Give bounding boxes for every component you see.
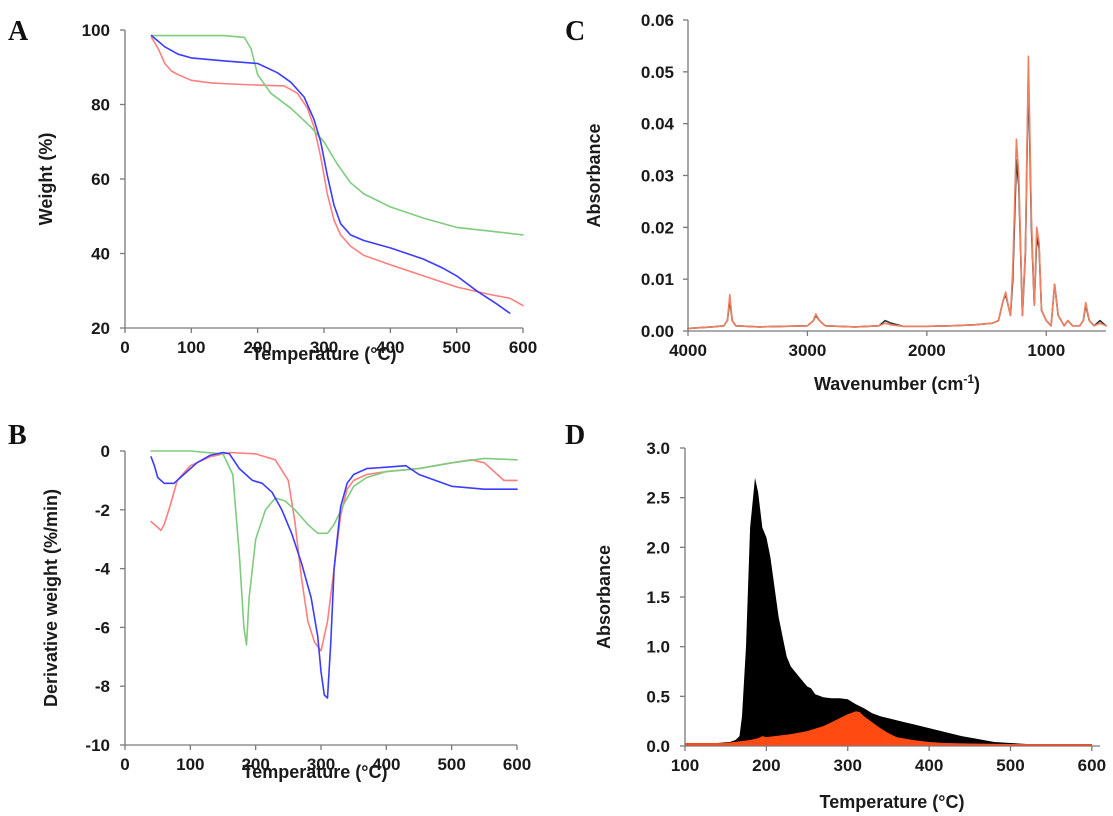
panel-a-x-tick-label: 600 [509, 338, 537, 357]
panel-a-x-tick-label: 0 [120, 338, 129, 357]
panel-c-y-axis-label: Absorbance [584, 123, 604, 227]
panel-a-line-series-1 [150, 36, 524, 307]
panel-a-y-tick-label: 60 [91, 170, 110, 189]
panel-b-x-axis-label: Temperature (°C) [243, 762, 388, 782]
panel-c-line-series-2 [687, 55, 1107, 330]
panel-d-y-tick-label: 3.0 [646, 439, 670, 458]
panel-a-letter: A [8, 16, 29, 47]
panel-b-x-tick-label: 600 [503, 755, 531, 774]
panel-b-line-series-3 [150, 451, 518, 699]
panel-d-y-tick-label: 2.5 [646, 489, 670, 508]
panel-b-y-tick-label: -8 [95, 677, 110, 696]
panel-d-x-tick-label: 100 [671, 756, 699, 775]
panel-c-plot: 4000 3000 2000 1000 0.00 0.01 0.02 0.03 0.04 0.05… [584, 11, 1107, 394]
panel-b-x-tick-label: 300 [307, 755, 335, 774]
panel-c-line-series-1 [687, 71, 1107, 330]
panel-c-y-tick-label: 0.01 [641, 270, 674, 289]
panel-d-y-tick-label: 2.0 [646, 538, 670, 557]
panel-b-line-series-2 [150, 450, 518, 646]
panel-a-y-tick-label: 40 [91, 245, 110, 264]
panel-b-plot: 0 100 200 300 400 500 600 0 -2 -4 -6 -8 -10 Temperatu… [41, 442, 531, 782]
panel-c-x-tick-label: 1000 [1027, 341, 1065, 360]
panel-b-y-tick-label: -10 [85, 736, 110, 755]
panel-d-x-axis-label: Temperature (°C) [820, 792, 965, 812]
panel-b-y-axis-label: Derivative weight (%/min) [41, 489, 61, 707]
panel-c-x-tick-label: 4000 [669, 341, 707, 360]
panel-a-y-tick-label: 100 [82, 21, 110, 40]
panel-c: C 4000 3000 2000 1000 0.00 0.01 0.02 0.03 0.04 0.… [565, 11, 1107, 394]
panel-c-x-tick-label: 3000 [789, 341, 827, 360]
panel-a-line-series-2 [150, 34, 524, 236]
panel-d: D 100 200 300 400 500 600 0.0 0.5 1.0 1.5 2.0 2.5 3.… [565, 420, 1106, 812]
panel-d-x-tick-label: 300 [834, 756, 862, 775]
panel-c-y-tick-label: 0.02 [641, 218, 674, 237]
panel-d-y-tick-label: 1.0 [646, 638, 670, 657]
panel-a-line-series-3 [150, 34, 511, 314]
panel-d-plot: 100 200 300 400 500 600 0.0 0.5 1.0 1.5 2.0 2.5 3.0 T… [594, 439, 1106, 812]
panel-a-x-tick-label: 100 [177, 338, 205, 357]
panel-a: A 0 100 200 300 400 500 600 20 40 60 80 100 Temperat… [8, 16, 537, 364]
panel-c-y-tick-label: 0.00 [641, 322, 674, 341]
panel-c-x-axis-label: Wavenumber (cm-1) [814, 372, 980, 394]
panel-d-area-series-2 [685, 711, 1092, 746]
panel-c-y-tick-label: 0.06 [641, 11, 674, 30]
panel-c-letter: C [565, 16, 585, 47]
panel-b-x-tick-label: 200 [241, 755, 269, 774]
panel-d-area-series-1 [685, 477, 1092, 746]
panel-d-x-tick-label: 200 [752, 756, 780, 775]
panel-d-x-tick-label: 500 [996, 756, 1024, 775]
panel-b-y-tick-label: -2 [95, 501, 110, 520]
panel-c-y-tick-label: 0.05 [641, 63, 674, 82]
panel-d-x-tick-label: 400 [915, 756, 943, 775]
panel-a-y-tick-label: 20 [91, 319, 110, 338]
panel-d-y-axis-label: Absorbance [594, 545, 614, 649]
panel-d-y-tick-label: 1.5 [646, 588, 670, 607]
panel-a-x-tick-label: 200 [243, 338, 271, 357]
panel-b-x-tick-label: 400 [372, 755, 400, 774]
panel-a-y-axis-label: Weight (%) [36, 133, 56, 226]
panel-d-x-tick-label: 600 [1078, 756, 1106, 775]
panel-b-y-tick-label: -6 [95, 618, 110, 637]
panel-b-letter: B [8, 420, 27, 451]
panel-b: B 0 100 200 300 400 500 600 0 -2 -4 -6 -8 -10 Tempera… [8, 420, 531, 782]
panel-b-x-tick-label: 0 [120, 755, 129, 774]
panel-d-y-tick-label: 0.0 [646, 737, 670, 756]
panel-b-y-tick-label: 0 [101, 442, 110, 461]
panel-c-y-tick-label: 0.04 [641, 115, 675, 134]
panel-b-x-tick-label: 100 [176, 755, 204, 774]
panel-a-y-tick-label: 80 [91, 96, 110, 115]
panel-b-x-tick-label: 500 [437, 755, 465, 774]
panel-b-line-series-1 [150, 451, 518, 652]
panel-b-y-tick-label: -4 [95, 560, 111, 579]
panel-d-y-tick-label: 0.5 [646, 687, 670, 706]
panel-a-x-tick-label: 500 [442, 338, 470, 357]
panel-c-y-tick-label: 0.03 [641, 167, 674, 186]
panel-d-letter: D [565, 420, 585, 451]
panel-a-x-axis-label: Temperature (°C) [252, 344, 397, 364]
panel-c-x-tick-label: 2000 [908, 341, 946, 360]
panel-a-plot: 0 100 200 300 400 500 600 20 40 60 80 100 Temperatur… [36, 21, 537, 364]
panel-a-x-tick-label: 300 [310, 338, 338, 357]
panel-a-x-tick-label: 400 [376, 338, 404, 357]
